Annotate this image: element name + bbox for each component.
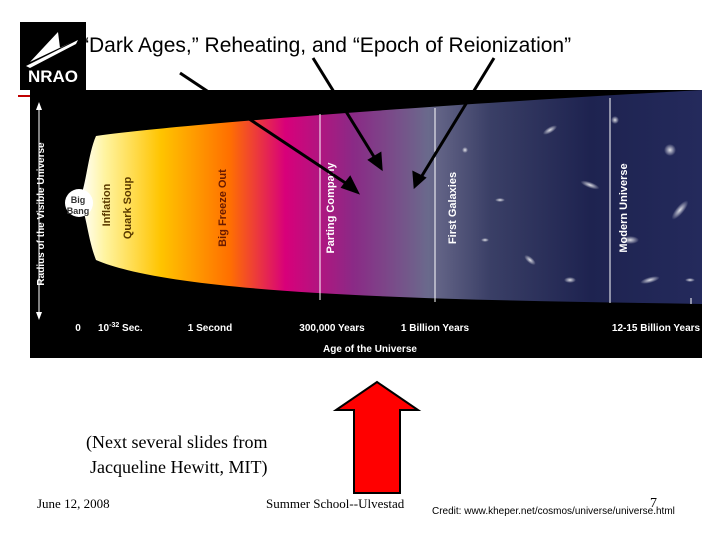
big-bang-dot [65, 189, 93, 217]
label-first-galaxies: First Galaxies [447, 172, 459, 244]
tick-1-second: 1 Second [188, 323, 232, 334]
tick-12-15-billion-years: 12-15 Billion Years [612, 323, 701, 334]
image-credit: Credit: www.kheper.net/cosmos/universe/u… [432, 506, 675, 517]
tick-1-billion-years: 1 Billion Years [401, 323, 470, 334]
galaxies [462, 116, 695, 284]
source-note-line1: (Next several slides from [86, 432, 268, 452]
label-big-bang-1: Big [71, 195, 86, 205]
label-quark-soup: Quark Soup [122, 177, 134, 240]
tick-10-32-sec: 10-32 Sec. [98, 322, 143, 334]
slide-title: “Dark Ages,” Reheating, and “Epoch of Re… [82, 34, 572, 57]
source-note-line2: Jacqueline Hewitt, MIT) [90, 457, 268, 477]
page-number: 7 [650, 496, 657, 511]
nrao-logo: NRAO [20, 22, 86, 90]
footer-school: Summer School--Ulvestad [266, 496, 405, 511]
label-big-freeze-out: Big Freeze Out [217, 169, 229, 247]
header-rule [18, 95, 32, 97]
label-big-bang-2: Bang [67, 206, 90, 216]
label-parting-company: Parting Company [325, 162, 337, 254]
tick-300000-years: 300,000 Years [299, 323, 365, 334]
footer-date: June 12, 2008 [37, 496, 110, 511]
y-axis-label: Radius of the Visible Universe [36, 142, 47, 286]
label-modern-universe: Modern Universe [618, 163, 630, 252]
x-axis-label: Age of the Universe [323, 344, 417, 355]
tick-0: 0 [75, 323, 81, 334]
label-inflation: Inflation [101, 183, 113, 226]
y-axis [36, 102, 42, 320]
red-up-arrow [332, 380, 422, 494]
universe-timeline-diagram: Radius of the Visible Universe Big Bang … [30, 90, 702, 358]
logo-text: NRAO [28, 67, 78, 86]
